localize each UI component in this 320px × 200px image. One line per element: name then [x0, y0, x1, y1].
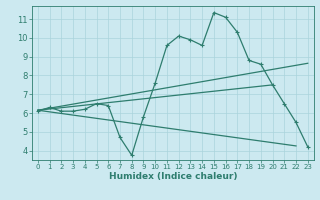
X-axis label: Humidex (Indice chaleur): Humidex (Indice chaleur): [108, 172, 237, 181]
